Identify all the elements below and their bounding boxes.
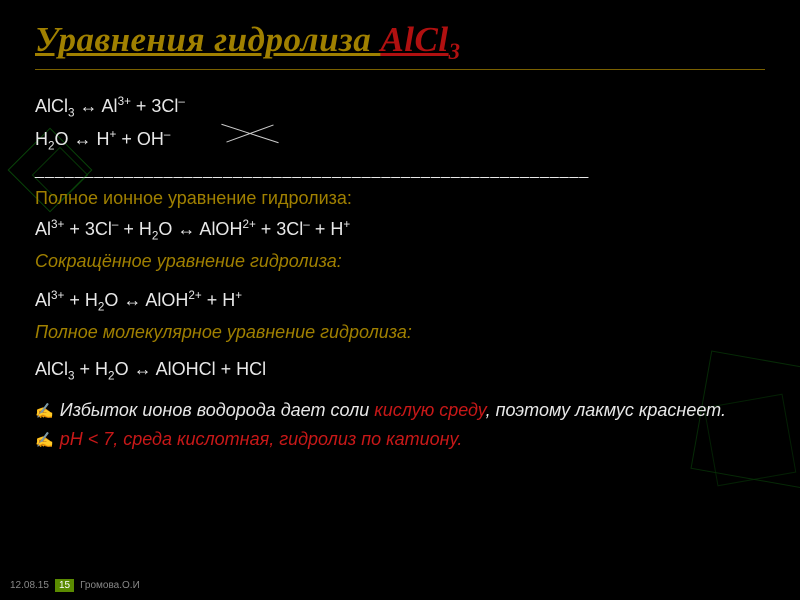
hand-icon: ✍ bbox=[35, 431, 54, 451]
eq-short-ionic: Al3+ + H2O ↔ AlOH2+ + H+ bbox=[35, 288, 765, 315]
footer-date: 12.08.15 bbox=[10, 580, 49, 591]
note-ph: ✍ рН < 7, среда кислотная, гидролиз по к… bbox=[35, 428, 765, 452]
note-text: Избыток ионов водорода дает соли кислую … bbox=[60, 399, 726, 423]
label-full-ionic: Полное ионное уравнение гидролиза: bbox=[35, 187, 765, 211]
eq-full-ionic: Al3+ + 3Cl– + H2O ↔ AlOH2+ + 3Cl– + H+ bbox=[35, 217, 765, 244]
slide-footer: 12.08.15 15 Громова.О.И bbox=[10, 579, 140, 592]
note-ph-text: рН < 7, среда кислотная, гидролиз по кат… bbox=[60, 428, 463, 452]
hand-icon: ✍ bbox=[35, 402, 54, 422]
label-short-ionic: Сокращённое уравнение гидролиза: bbox=[35, 250, 765, 274]
slide: Уравнения гидролиза АlCl3 АlCl3 ↔ Al3+ +… bbox=[0, 0, 800, 600]
eq-full-molecular: AlCl3 + H2O ↔ AlOHCl + HCl bbox=[35, 358, 765, 384]
footer-page-number: 15 bbox=[55, 579, 74, 592]
title-text: Уравнения гидролиза bbox=[35, 20, 380, 59]
dissociation-eq-1: АlCl3 ↔ Al3+ + 3Cl– bbox=[35, 94, 765, 121]
separator-dashes: ________________________________________… bbox=[35, 160, 765, 181]
note-acidic-medium: ✍ Избыток ионов водорода дает соли кислу… bbox=[35, 399, 765, 423]
dissociation-eq-2: H2O ↔ H+ + OH– bbox=[35, 127, 765, 154]
title-formula: АlCl3 bbox=[380, 20, 460, 59]
footer-author: Громова.О.И bbox=[80, 580, 140, 591]
slide-body: АlCl3 ↔ Al3+ + 3Cl– H2O ↔ H+ + OH– _____… bbox=[35, 94, 765, 452]
slide-title: Уравнения гидролиза АlCl3 bbox=[35, 20, 765, 70]
label-full-molecular: Полное молекулярное уравнение гидролиза: bbox=[35, 321, 765, 345]
